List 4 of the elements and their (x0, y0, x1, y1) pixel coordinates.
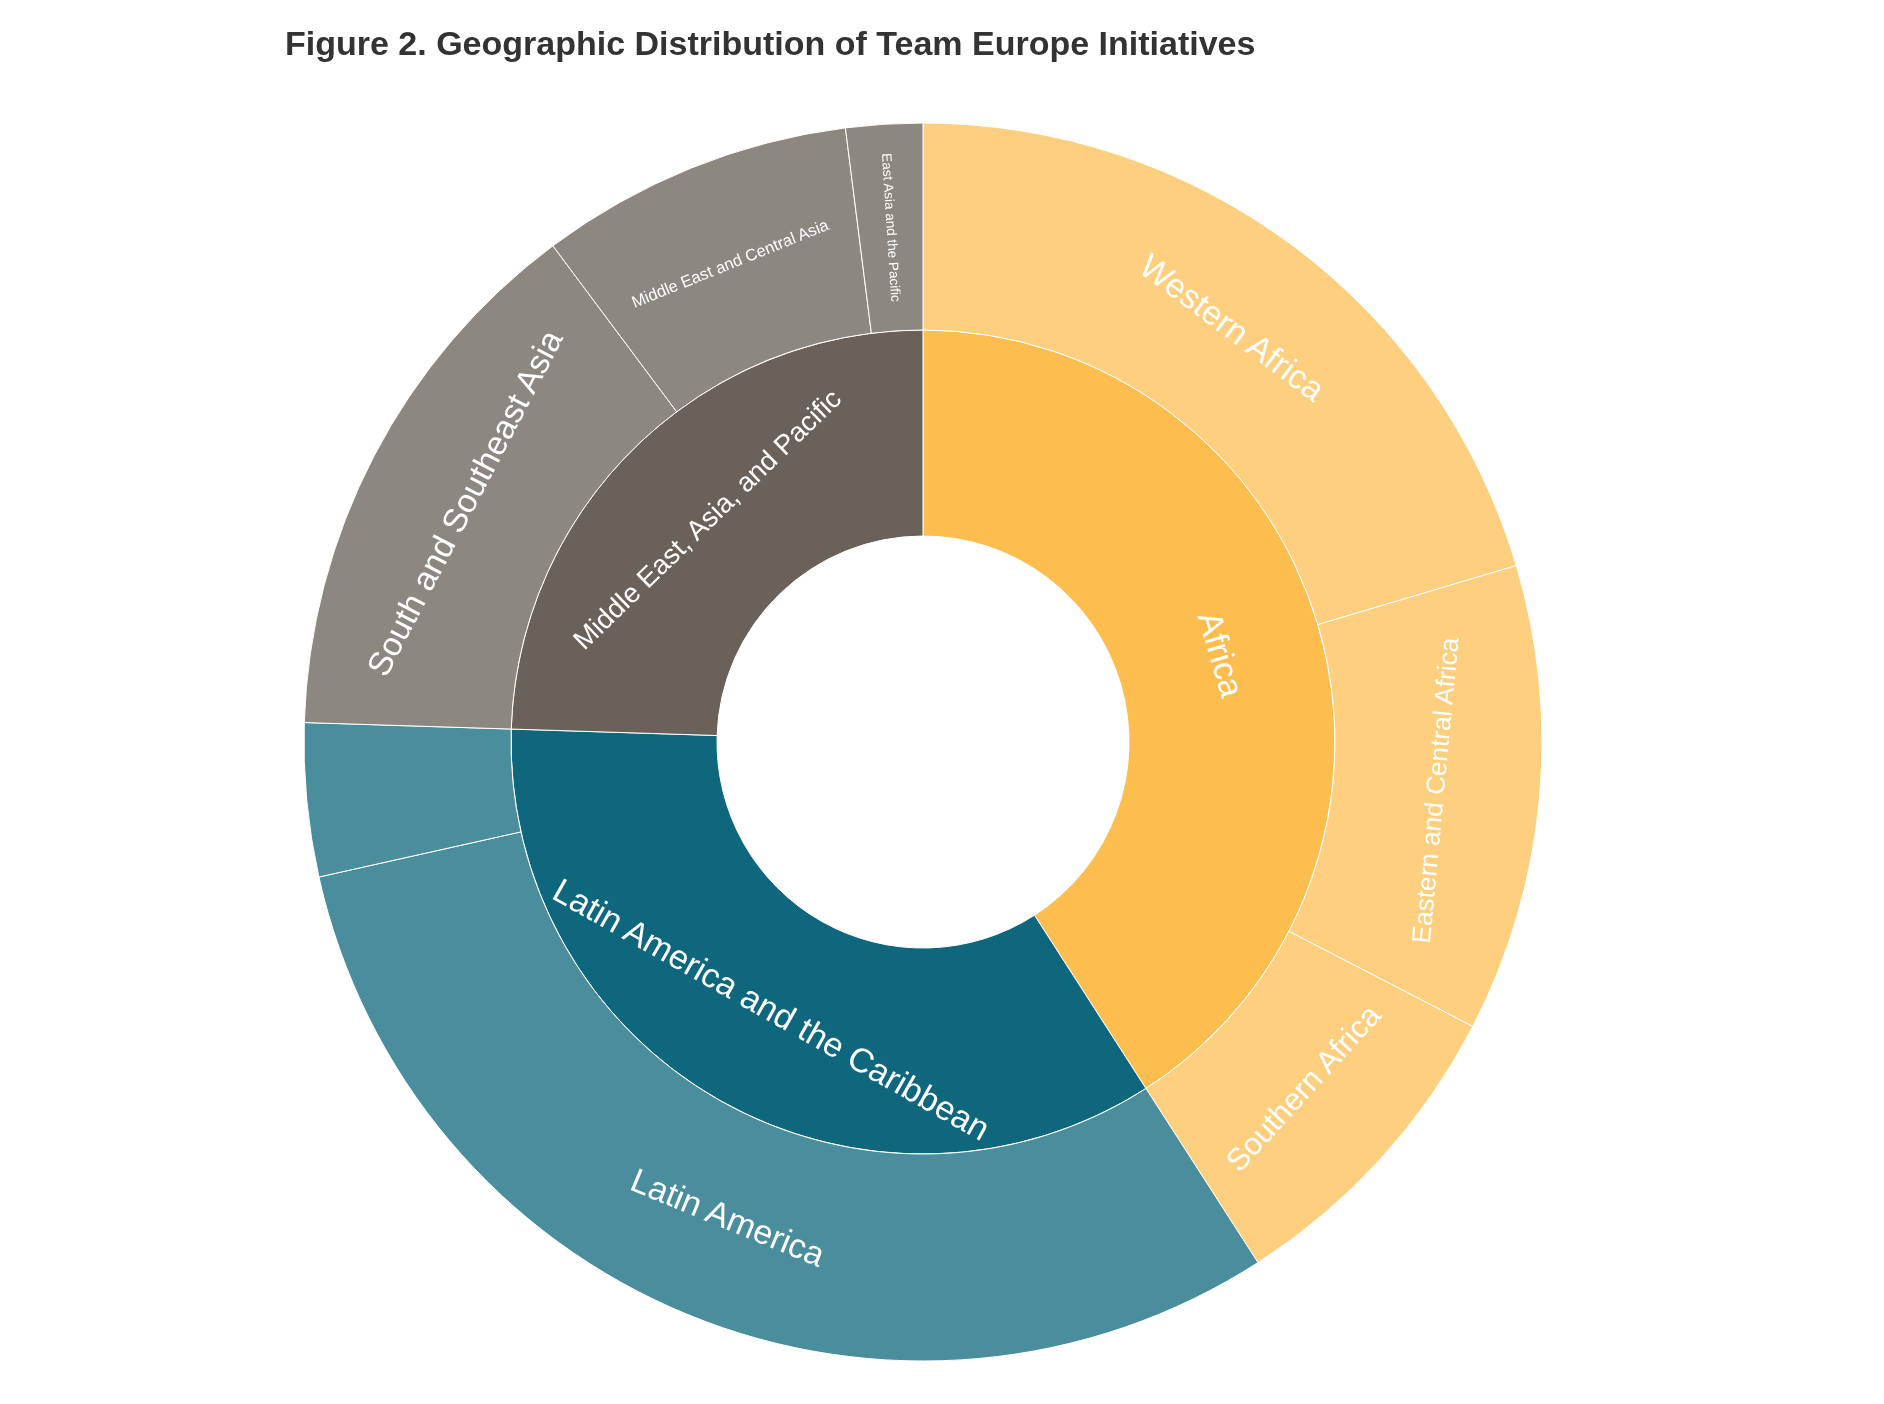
chart-title: Figure 2. Geographic Distribution of Team Europe Initiatives (285, 24, 1256, 62)
slice-label: Africa (1190, 607, 1252, 702)
slice-label: Eastern and Central Africa (1405, 635, 1465, 945)
slice-label: East Asia and the Pacific (878, 152, 904, 303)
